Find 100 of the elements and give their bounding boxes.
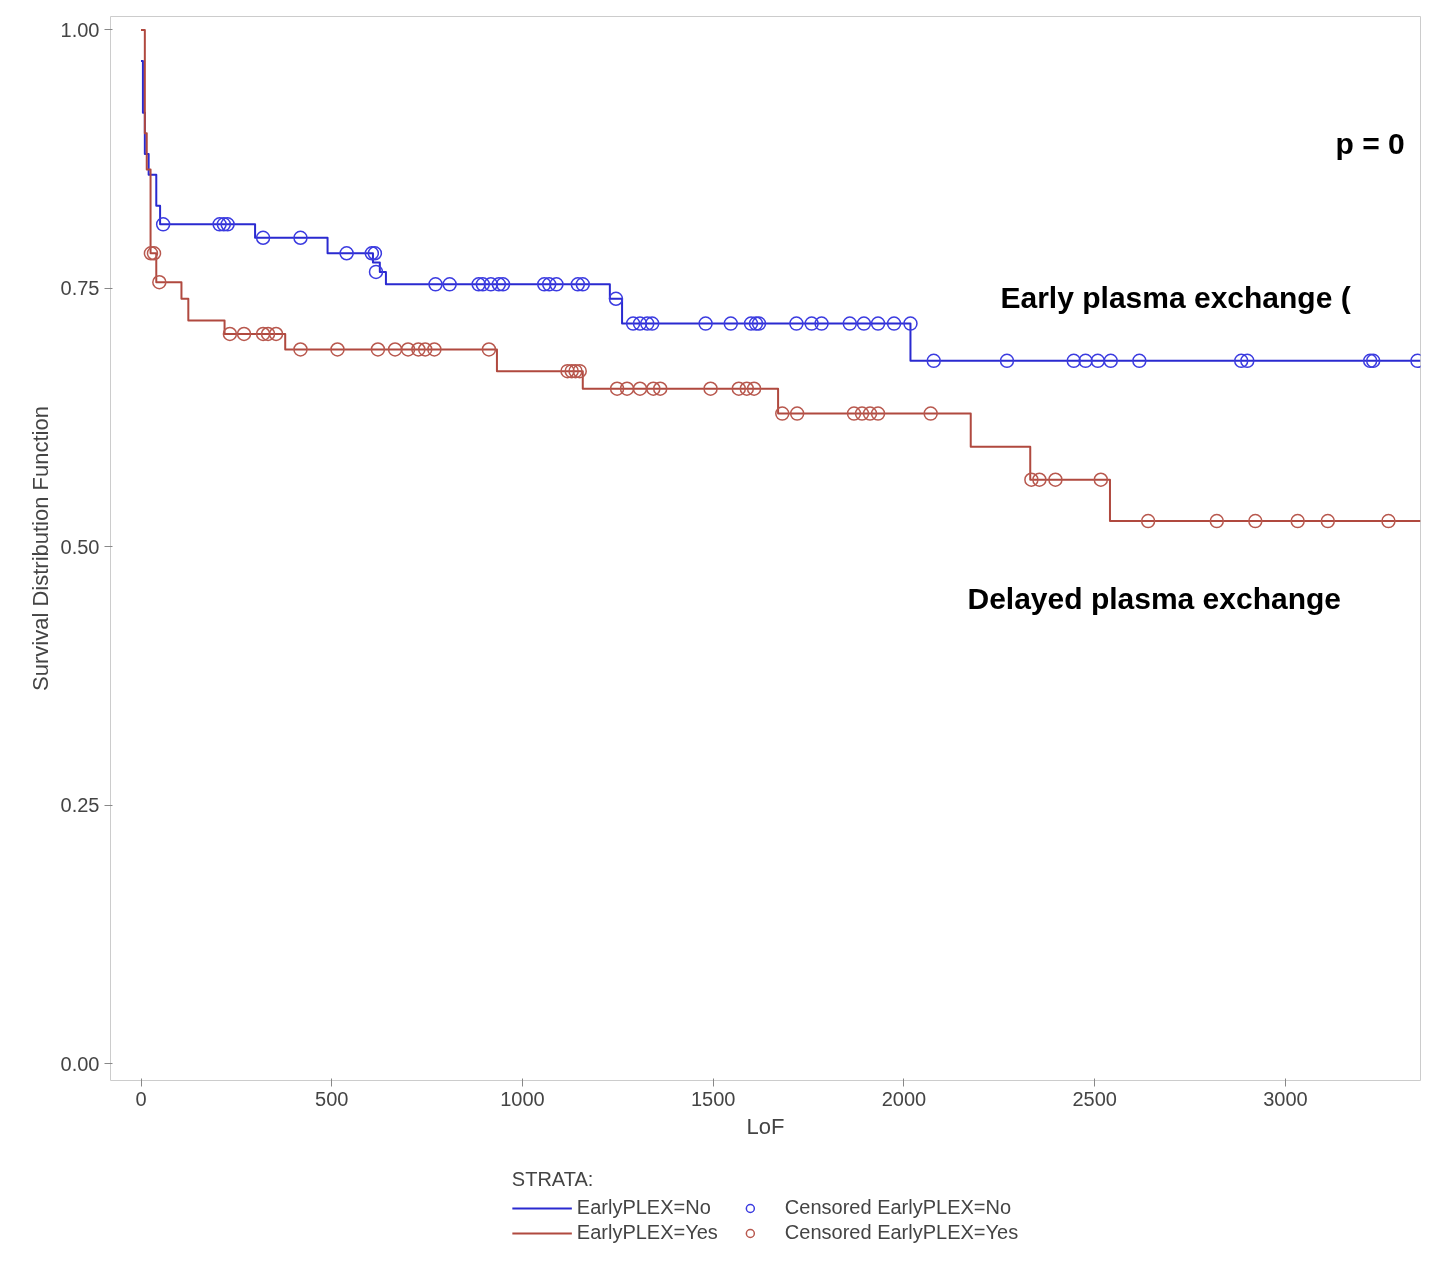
- point: [212, 217, 227, 232]
- point: [625, 316, 641, 331]
- x-tick-label: 0: [135, 1087, 147, 1110]
- point: [491, 277, 507, 292]
- point: [427, 342, 442, 357]
- legend-title: STRATA:: [511, 1168, 595, 1191]
- point: [570, 277, 586, 292]
- point: [789, 316, 804, 331]
- point: [330, 342, 345, 357]
- point: [846, 406, 862, 421]
- point: [255, 230, 271, 246]
- y-tick-label: 0.25: [60, 794, 100, 817]
- legend-label: Censored EarlyPLEX=No: [784, 1196, 1012, 1219]
- annotation: Early plasma exchange (: [1000, 281, 1351, 314]
- point: [1240, 353, 1255, 369]
- point: [255, 326, 271, 342]
- point: [575, 277, 591, 292]
- point: [842, 316, 858, 331]
- annotation: Delayed plasma exchange: [967, 582, 1342, 615]
- point: [608, 291, 624, 307]
- point: [870, 316, 886, 331]
- legend-label: Censored EarlyPLEX=Yes: [784, 1221, 1019, 1244]
- point: [568, 363, 583, 379]
- legend-label: EarlyPLEX=No: [576, 1196, 711, 1219]
- point: [1381, 513, 1396, 529]
- point: [222, 326, 238, 342]
- x-tick-label: 2000: [881, 1087, 927, 1110]
- point: [1290, 513, 1305, 529]
- point: [632, 381, 648, 396]
- point: [1103, 353, 1118, 369]
- point: [1032, 472, 1047, 487]
- point: [293, 342, 308, 357]
- y-tick-label: 1.00: [60, 18, 100, 41]
- point: [536, 277, 552, 292]
- x-tick-label: 2500: [1072, 1087, 1117, 1110]
- point: [854, 406, 870, 421]
- point: [746, 381, 762, 396]
- point: [370, 342, 386, 357]
- point: [775, 406, 790, 421]
- point: [1066, 353, 1081, 369]
- x-axis-title: LoF: [746, 1113, 785, 1139]
- point: [475, 277, 491, 292]
- point: [368, 264, 384, 280]
- point: [495, 277, 511, 292]
- point: [564, 363, 579, 379]
- point: [442, 277, 457, 292]
- point: [572, 363, 587, 379]
- point: [646, 381, 661, 396]
- point: [417, 342, 433, 357]
- point: [723, 316, 739, 331]
- point: [541, 277, 557, 292]
- point: [886, 316, 902, 331]
- point: [923, 406, 938, 421]
- point: [411, 342, 426, 357]
- legend-label: EarlyPLEX=Yes: [576, 1221, 718, 1244]
- point: [387, 342, 403, 357]
- annotation: p = 0: [1335, 127, 1405, 160]
- point: [814, 316, 829, 331]
- point: [155, 217, 171, 232]
- point: [903, 316, 918, 331]
- point: [481, 342, 497, 357]
- point: [652, 381, 668, 396]
- y-axis-title: Survival Distribution Function: [27, 406, 53, 691]
- point: [260, 326, 276, 342]
- point: [1132, 353, 1147, 369]
- point: [703, 381, 718, 396]
- point: [1078, 353, 1093, 369]
- point: [339, 246, 354, 261]
- point: [1140, 513, 1156, 529]
- y-tick-label: 0.50: [60, 535, 100, 558]
- point: [639, 316, 655, 331]
- point: [1248, 513, 1263, 529]
- point: [789, 406, 805, 421]
- point: [926, 353, 941, 369]
- point: [632, 316, 648, 331]
- point: [619, 381, 635, 396]
- point: [220, 217, 235, 232]
- point: [400, 342, 416, 357]
- point: [560, 363, 575, 379]
- point: [483, 277, 499, 292]
- point: [1209, 513, 1225, 529]
- point: [1233, 353, 1249, 369]
- point: [743, 316, 759, 331]
- point: [549, 277, 564, 292]
- point: [1024, 472, 1039, 487]
- point: [870, 406, 886, 421]
- point: [856, 316, 872, 331]
- point: [731, 381, 747, 396]
- point: [1048, 472, 1063, 487]
- point: [216, 217, 232, 232]
- point: [236, 326, 252, 342]
- point: [804, 316, 819, 331]
- x-tick-label: 1500: [690, 1087, 736, 1110]
- x-tick-label: 1000: [500, 1087, 545, 1110]
- point: [698, 316, 713, 331]
- point: [739, 381, 755, 396]
- point: [471, 277, 486, 292]
- point: [1320, 513, 1336, 529]
- point: [644, 316, 660, 331]
- point: [428, 277, 443, 292]
